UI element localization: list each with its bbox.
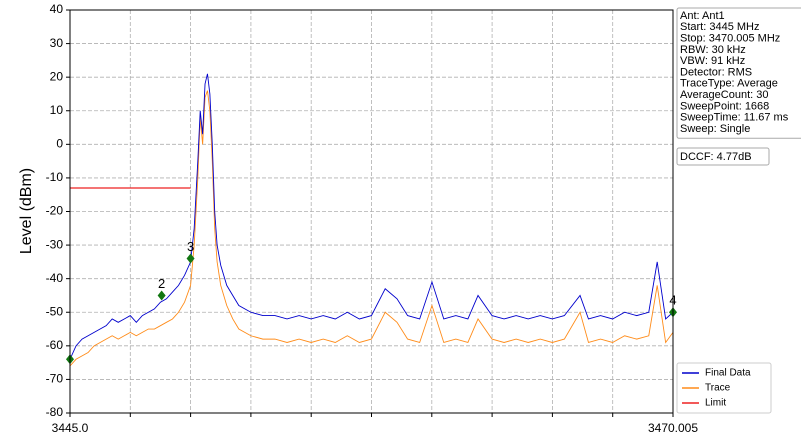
y-tick-label: -80 xyxy=(46,405,64,419)
info-line: Stop: 3470.005 MHz xyxy=(680,33,780,45)
info-line: SweepPoint: 1668 xyxy=(680,100,769,112)
y-tick-label: 10 xyxy=(50,103,64,117)
marker xyxy=(186,253,195,264)
series-line xyxy=(69,73,674,360)
info-line: TraceType: Average xyxy=(680,78,778,90)
y-tick-label: -10 xyxy=(46,170,64,184)
info-line: Sweep: Single xyxy=(680,123,750,135)
dccf-text: DCCF: 4.77dB xyxy=(680,151,752,163)
x-tick-label: 3445.0 xyxy=(52,421,89,435)
y-tick-label: 0 xyxy=(56,137,63,151)
marker-label: 3 xyxy=(187,239,194,254)
y-tick-label: 40 xyxy=(50,2,64,16)
y-tick-label: -60 xyxy=(46,338,64,352)
legend-label: Limit xyxy=(705,398,726,409)
plot-frame xyxy=(69,9,674,414)
legend-label: Trace xyxy=(705,383,731,394)
series-line xyxy=(69,90,674,367)
y-axis-label: Level (dBm) xyxy=(18,168,35,254)
info-line: AverageCount: 30 xyxy=(680,89,768,101)
legend-box xyxy=(676,362,772,414)
y-tick-label: -40 xyxy=(46,271,64,285)
dccf-box xyxy=(676,147,770,166)
info-line: Start: 3445 MHz xyxy=(680,21,759,33)
y-tick-label: -50 xyxy=(46,304,64,318)
y-tick-label: -20 xyxy=(46,204,64,218)
info-line: SweepTime: 11.67 ms xyxy=(680,112,789,124)
y-tick-label: -30 xyxy=(46,237,64,251)
x-tick-label: 3470.005 xyxy=(648,421,698,435)
legend-label: Final Data xyxy=(705,368,751,379)
info-line: RBW: 30 kHz xyxy=(680,44,746,56)
info-line: Detector: RMS xyxy=(680,66,752,78)
y-tick-label: 20 xyxy=(50,69,64,83)
marker-label: 2 xyxy=(158,276,165,291)
y-tick-label: 30 xyxy=(50,36,64,50)
y-tick-label: -70 xyxy=(46,372,64,386)
marker xyxy=(157,290,166,301)
info-line: Ant: Ant1 xyxy=(680,10,725,22)
info-line: VBW: 91 kHz xyxy=(680,55,745,67)
info-box xyxy=(676,7,801,139)
